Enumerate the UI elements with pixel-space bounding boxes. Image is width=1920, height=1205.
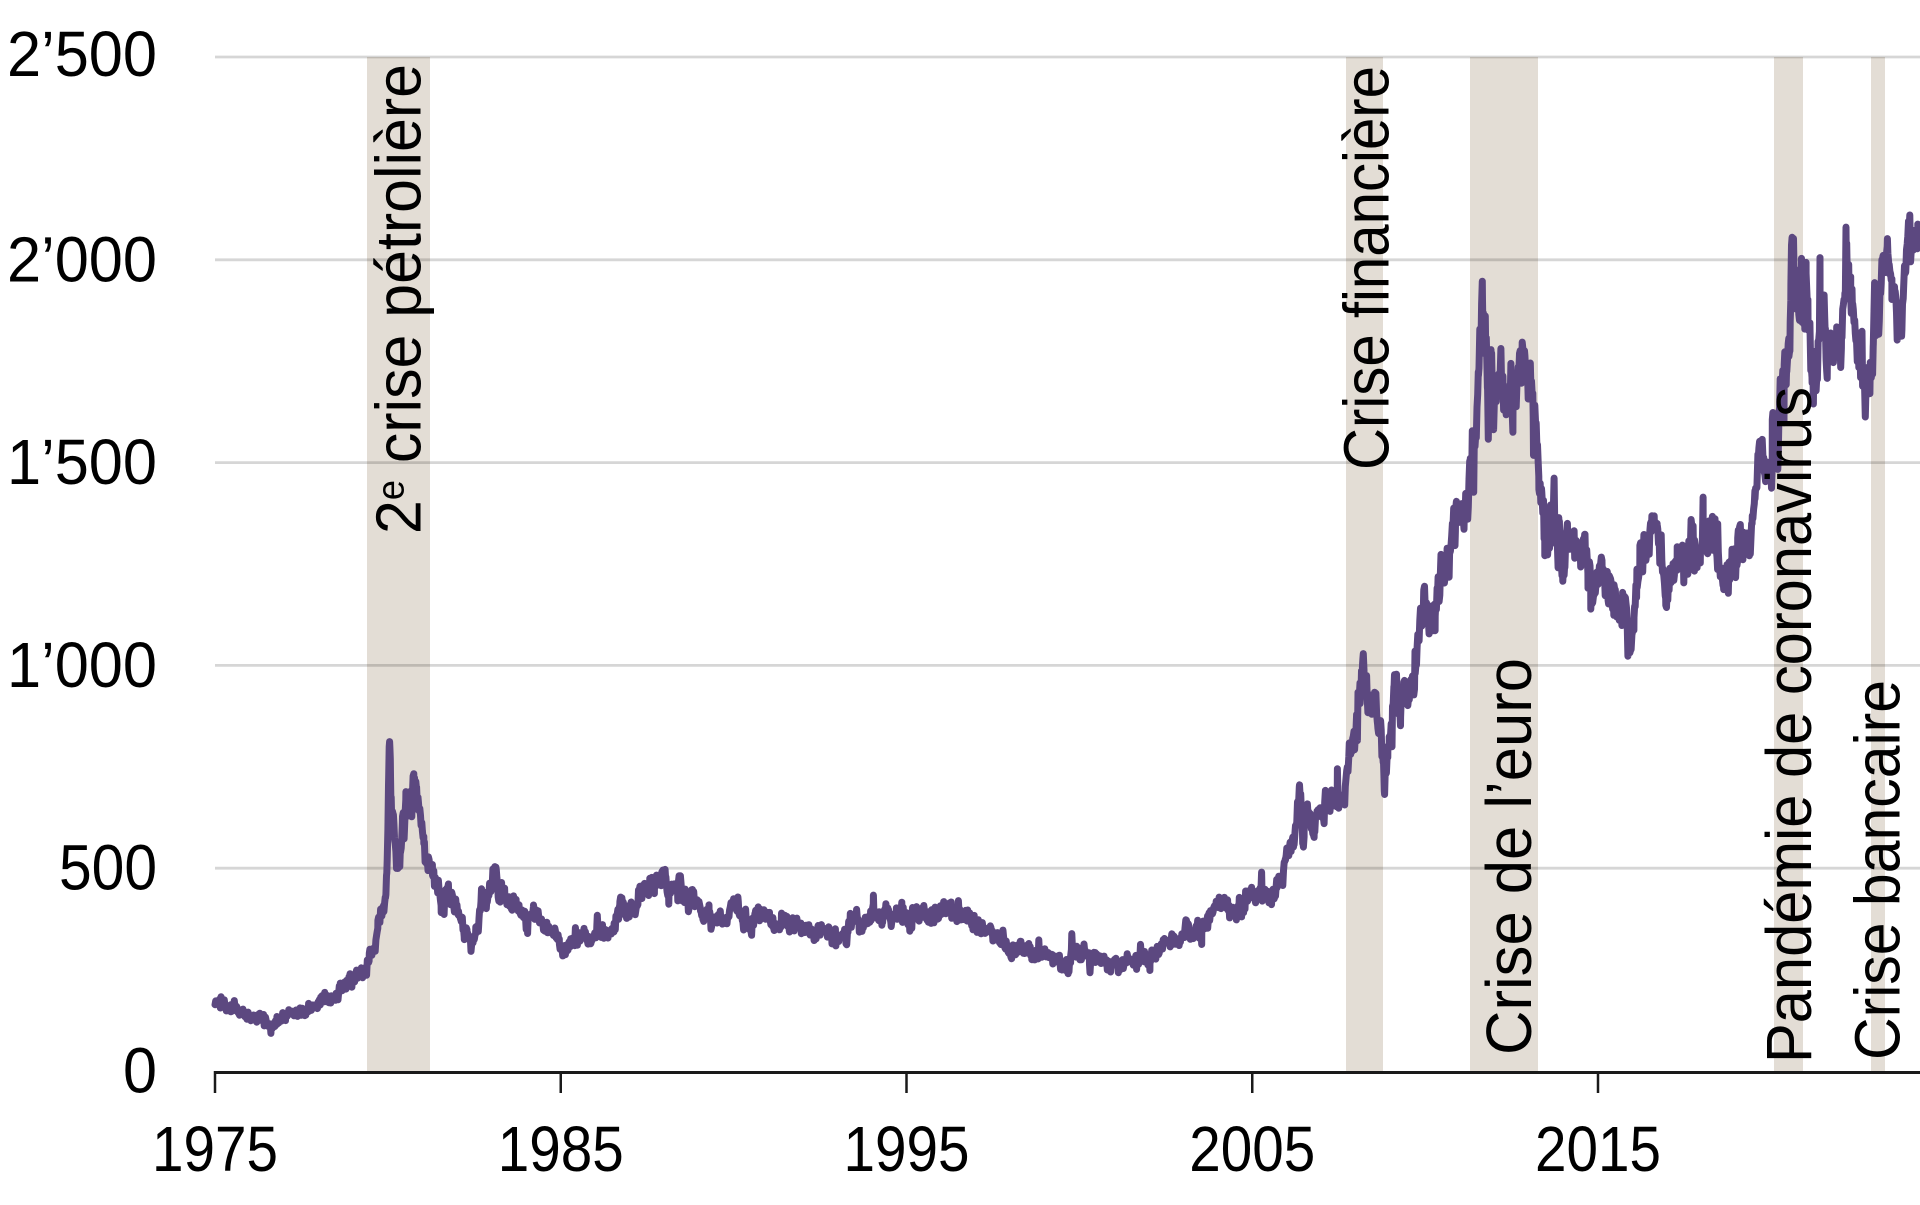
svg-text:1995: 1995: [844, 1113, 970, 1185]
svg-text:2015: 2015: [1535, 1113, 1661, 1185]
svg-text:Crise de l’euro: Crise de l’euro: [1473, 658, 1545, 1055]
svg-text:Crise financière: Crise financière: [1331, 66, 1403, 470]
svg-text:2’500: 2’500: [7, 18, 157, 90]
svg-text:2’000: 2’000: [7, 223, 157, 295]
svg-text:1975: 1975: [152, 1113, 278, 1185]
svg-text:Crise bancaire: Crise bancaire: [1842, 680, 1914, 1060]
svg-text:1’500: 1’500: [7, 426, 157, 498]
svg-text:1’000: 1’000: [7, 629, 157, 701]
svg-text:2e crise pétrolière: 2e crise pétrolière: [363, 64, 435, 534]
svg-text:1985: 1985: [498, 1113, 624, 1185]
svg-text:500: 500: [59, 832, 157, 904]
svg-text:Pandémie de coronavirus: Pandémie de coronavirus: [1753, 387, 1825, 1063]
svg-text:0: 0: [123, 1035, 157, 1107]
svg-text:2005: 2005: [1189, 1113, 1315, 1185]
